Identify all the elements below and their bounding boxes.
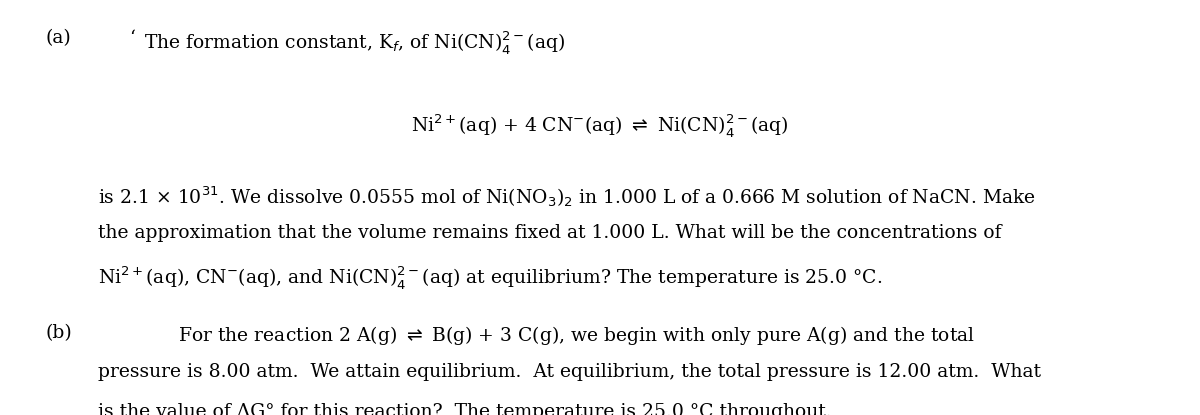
Text: For the reaction 2 A(g) $\rightleftharpoons$ B(g) + 3 C(g), we begin with only p: For the reaction 2 A(g) $\rightleftharpo… — [178, 324, 974, 347]
Text: is 2.1 × 10$^{31}$. We dissolve 0.0555 mol of Ni(NO$_3$)$_2$ in 1.000 L of a 0.6: is 2.1 × 10$^{31}$. We dissolve 0.0555 m… — [98, 185, 1037, 210]
Text: pressure is 8.00 atm.  We attain equilibrium.  At equilibrium, the total pressur: pressure is 8.00 atm. We attain equilibr… — [98, 363, 1042, 381]
Text: ‘: ‘ — [130, 29, 136, 47]
Text: (a): (a) — [46, 29, 71, 47]
Text: (b): (b) — [46, 324, 72, 342]
Text: Ni$^{2+}$(aq), CN$^{-}$(aq), and Ni(CN)$_4^{2-}$(aq) at equilibrium? The tempera: Ni$^{2+}$(aq), CN$^{-}$(aq), and Ni(CN)$… — [98, 264, 883, 290]
Text: Ni$^{2+}$(aq) + 4 CN$^{-}$(aq) $\rightleftharpoons$ Ni(CN)$_4^{2-}$(aq): Ni$^{2+}$(aq) + 4 CN$^{-}$(aq) $\rightle… — [412, 112, 788, 139]
Text: is the value of ΔG° for this reaction?  The temperature is 25.0 °C throughout.: is the value of ΔG° for this reaction? T… — [98, 403, 832, 415]
Text: the approximation that the volume remains fixed at 1.000 L. What will be the con: the approximation that the volume remain… — [98, 224, 1002, 242]
Text: The formation constant, K$_f$, of Ni(CN)$_4^{2-}$(aq): The formation constant, K$_f$, of Ni(CN)… — [144, 29, 565, 56]
